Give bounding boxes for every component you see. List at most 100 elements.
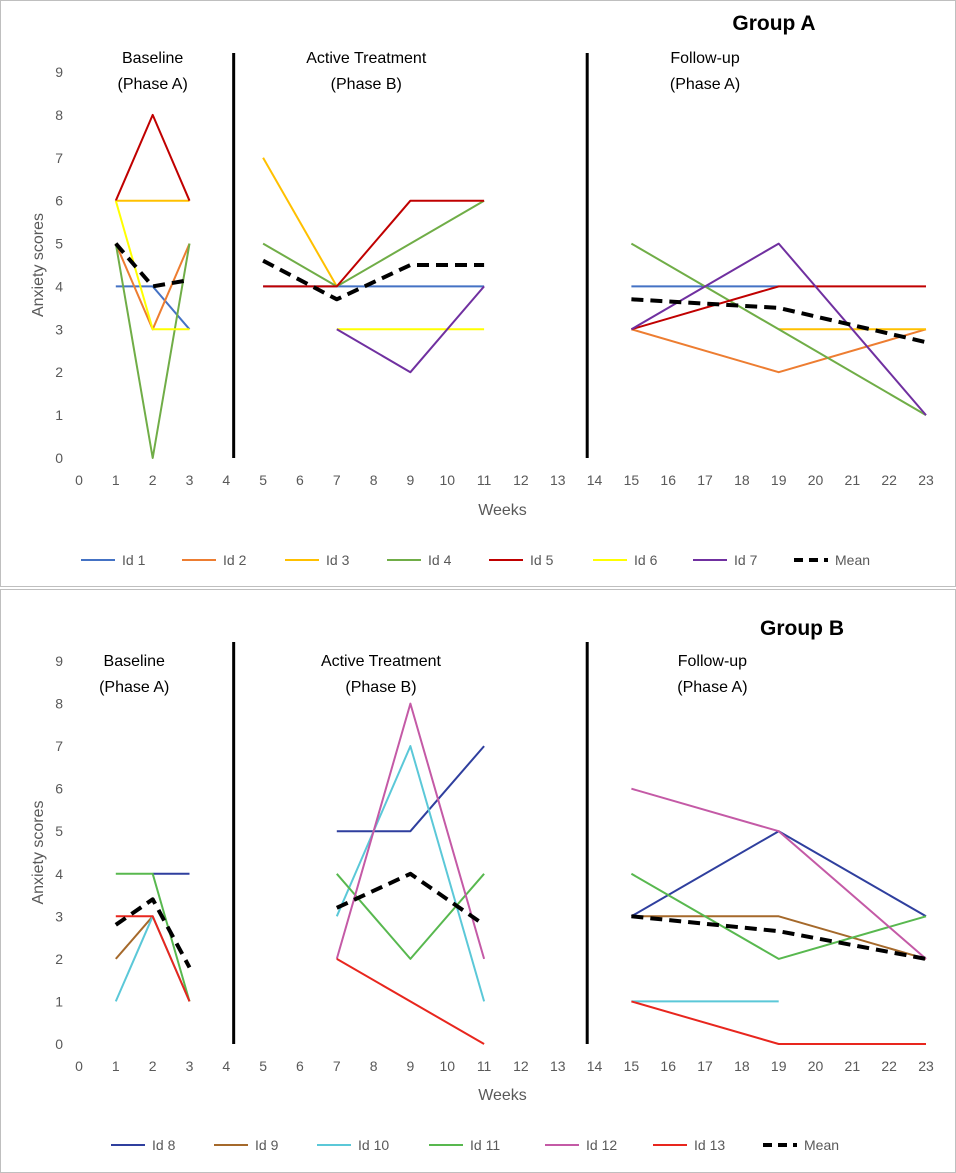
x-axis-label: Weeks: [478, 1087, 527, 1104]
x-tick-label: 2: [149, 472, 157, 488]
series-id-11-line: [336, 873, 485, 960]
x-tick-label: 23: [918, 1058, 934, 1074]
y-tick-label: 6: [55, 193, 63, 209]
series-id-4-line: [630, 242, 927, 416]
x-tick-label: 11: [477, 472, 492, 488]
x-tick-label: 21: [845, 1058, 861, 1074]
y-tick-label: 0: [55, 450, 63, 466]
y-tick-label: 4: [55, 278, 63, 294]
x-tick-label: 2: [149, 1058, 157, 1074]
x-tick-label: 4: [222, 472, 230, 488]
phase-title: Baseline: [104, 653, 165, 670]
series-mean-line: [114, 897, 192, 969]
legend-label: Id 3: [326, 552, 350, 568]
legend-label: Id 12: [586, 1137, 617, 1153]
legend-label: Id 7: [734, 552, 758, 568]
y-tick-label: 6: [55, 781, 63, 797]
group-b-title: Group B: [760, 617, 844, 640]
x-tick-label: 22: [881, 472, 897, 488]
series-id-13-line: [115, 915, 191, 1002]
series-id-13-line: [631, 1000, 926, 1045]
x-tick-label: 10: [439, 1058, 455, 1074]
x-tick-label: 19: [771, 472, 787, 488]
series-id-9-line: [631, 915, 927, 960]
x-tick-label: 14: [587, 1058, 603, 1074]
series-id-7-line: [336, 285, 485, 374]
x-tick-label: 6: [296, 1058, 304, 1074]
x-tick-label: 3: [186, 1058, 194, 1074]
x-tick-label: 17: [697, 472, 713, 488]
series-mean-line: [262, 258, 485, 302]
y-tick-label: 0: [55, 1036, 63, 1052]
phase-subtitle: (Phase B): [331, 76, 402, 93]
legend-label: Id 10: [358, 1137, 389, 1153]
x-axis-label: Weeks: [478, 502, 527, 519]
legend-label: Id 1: [122, 552, 146, 568]
x-tick-label: 0: [75, 472, 83, 488]
series-id-3-line: [262, 157, 338, 287]
y-tick-label: 1: [55, 407, 63, 423]
legend-label: Mean: [804, 1137, 839, 1153]
y-tick-label: 9: [55, 64, 63, 80]
x-tick-label: 13: [550, 1058, 566, 1074]
y-tick-label: 2: [55, 364, 63, 380]
x-tick-label: 18: [734, 1058, 750, 1074]
x-tick-label: 7: [333, 472, 341, 488]
x-tick-label: 8: [370, 1058, 378, 1074]
series-id-5-line: [114, 113, 191, 202]
legend-label: Id 8: [152, 1137, 176, 1153]
phase-subtitle: (Phase A): [118, 76, 188, 93]
series-id-5-line: [263, 199, 485, 288]
x-tick-label: 17: [697, 1058, 713, 1074]
x-tick-label: 22: [881, 1058, 897, 1074]
x-tick-label: 19: [771, 1058, 787, 1074]
y-tick-label: 5: [55, 236, 63, 252]
y-tick-label: 4: [55, 866, 63, 882]
x-tick-label: 16: [660, 1058, 676, 1074]
legend-label: Mean: [835, 552, 870, 568]
y-tick-label: 2: [55, 951, 63, 967]
x-tick-label: 12: [513, 472, 529, 488]
group-a-chart-panel: Group A 0 1 2 3 4 5 6 7 8 9 0 1 2 3 4 5 6 7 8 9 10 11 12 13 14 15 1…: [0, 0, 956, 587]
series-id-12-line: [335, 702, 486, 960]
phase-title: Follow-up: [678, 653, 747, 670]
series-id-8-line: [630, 830, 927, 918]
series-id-11-line: [115, 872, 191, 1002]
x-tick-label: 13: [550, 472, 566, 488]
series-mean-line: [631, 914, 927, 961]
y-tick-label: 1: [55, 993, 63, 1009]
x-tick-label: 21: [845, 472, 861, 488]
phase-title: Active Treatment: [306, 50, 427, 67]
series-id-10-line: [114, 915, 191, 1002]
x-tick-label: 7: [333, 1058, 341, 1074]
x-tick-label: 23: [918, 472, 934, 488]
legend-label: Id 13: [694, 1137, 725, 1153]
x-tick-label: 11: [477, 1058, 492, 1074]
series-id-11-line: [630, 872, 927, 960]
group-b-chart-panel: Group B 0 1 2 3 4 5 6 7 8 9 0 1 2 3 4 5 6 7 8 9 10 11 12 13 14 15 1…: [0, 589, 956, 1173]
x-tick-label: 20: [808, 1058, 824, 1074]
series-mean-line: [631, 297, 927, 345]
x-tick-label: 15: [624, 472, 640, 488]
x-tick-label: 20: [808, 472, 824, 488]
phase-title: Active Treatment: [321, 653, 442, 670]
y-axis-label: Anxiety scores: [30, 213, 47, 317]
x-tick-label: 15: [624, 1058, 640, 1074]
series-id-13-line: [336, 958, 485, 1045]
legend-label: Id 9: [255, 1137, 279, 1153]
x-tick-label: 4: [222, 1058, 230, 1074]
x-tick-label: 1: [112, 472, 120, 488]
series-id-10-line: [335, 745, 486, 1002]
x-tick-label: 5: [259, 1058, 267, 1074]
series-id-12-line: [631, 787, 927, 960]
y-tick-label: 3: [55, 908, 63, 924]
phase-subtitle: (Phase A): [670, 76, 740, 93]
x-tick-label: 18: [734, 472, 750, 488]
phase-subtitle: (Phase A): [677, 679, 747, 696]
series-id-9-line: [115, 915, 154, 960]
legend-label: Id 5: [530, 552, 554, 568]
x-tick-label: 9: [407, 472, 415, 488]
phase-subtitle: (Phase A): [99, 679, 169, 696]
